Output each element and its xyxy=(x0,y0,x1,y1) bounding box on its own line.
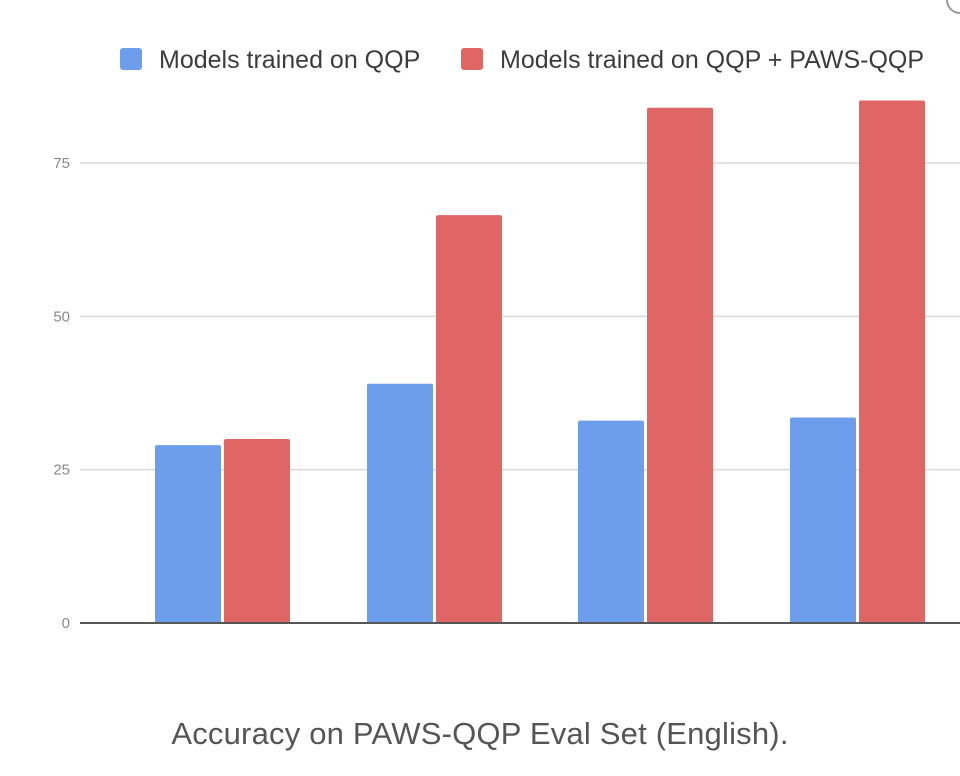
chart-caption: Accuracy on PAWS-QQP Eval Set (English). xyxy=(171,716,789,751)
y-tick-label: 25 xyxy=(53,462,70,479)
bar-series2-group4 xyxy=(859,100,925,623)
bar-series1-group4 xyxy=(790,417,856,623)
bar-series2-group2 xyxy=(436,215,502,623)
legend-label-qqp-paws: Models trained on QQP + PAWS-QQP xyxy=(500,46,924,74)
legend-swatch-qqp-paws xyxy=(461,48,483,70)
legend: Models trained on QQP Models trained on … xyxy=(120,46,924,74)
bar-series1-group2 xyxy=(367,383,433,623)
legend-label-qqp: Models trained on QQP xyxy=(159,46,420,74)
bar-series2-group1 xyxy=(224,439,290,623)
bar-series2-group3 xyxy=(647,107,713,624)
bar-series1-group3 xyxy=(578,420,644,623)
y-tick-label: 0 xyxy=(62,615,70,632)
legend-swatch-qqp xyxy=(120,48,142,70)
bars xyxy=(155,100,925,624)
y-tick-label: 50 xyxy=(53,308,70,325)
y-axis-ticks: 0 25 50 75 xyxy=(53,155,70,632)
y-tick-label: 75 xyxy=(53,155,70,172)
bar-chart: 0 25 50 75 Models trained on QQP Models tra… xyxy=(53,46,960,632)
bar-series1-group1 xyxy=(155,445,221,623)
